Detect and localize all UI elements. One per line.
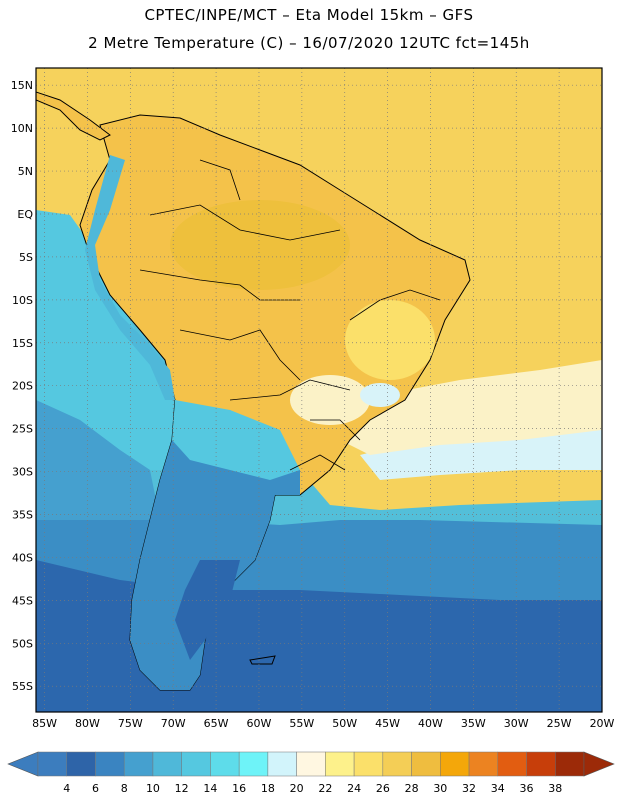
colorbar-tick-label: 30 bbox=[433, 782, 447, 795]
colorbar-tick-label: 26 bbox=[376, 782, 390, 795]
colorbar-box bbox=[411, 751, 441, 777]
lon-label: 75W bbox=[118, 717, 143, 730]
colorbar-box bbox=[555, 751, 585, 777]
lon-label: 45W bbox=[375, 717, 400, 730]
colorbar-tick-label: 32 bbox=[462, 782, 476, 795]
colorbar-tick-label: 10 bbox=[146, 782, 160, 795]
lon-label: 20W bbox=[590, 717, 615, 730]
colorbar-box bbox=[95, 751, 125, 777]
colorbar-arrow-right bbox=[583, 751, 615, 777]
map-frame bbox=[35, 67, 603, 713]
lat-label: 15N bbox=[11, 79, 33, 92]
colorbar-tick-label: 16 bbox=[232, 782, 246, 795]
colorbar-box bbox=[123, 751, 154, 777]
colorbar-tick-label: 24 bbox=[347, 782, 361, 795]
lon-label: 80W bbox=[75, 717, 100, 730]
colorbar-tick-label: 12 bbox=[175, 782, 189, 795]
lat-label: 20S bbox=[12, 380, 33, 393]
colorbar-tick-label: 4 bbox=[63, 782, 70, 795]
lon-label: 70W bbox=[161, 717, 186, 730]
lat-label: 55S bbox=[12, 680, 33, 693]
latitude-labels: 15N 10N 5N EQ 5S 10S 15S 20S 25S 30S 35S 40S 45S 50S 5… bbox=[11, 79, 34, 693]
lon-label: 65W bbox=[204, 717, 229, 730]
chart-title: CPTEC/INPE/MCT – Eta Model 15km – GFS bbox=[144, 6, 474, 24]
colorbar-box bbox=[353, 751, 384, 777]
lat-label: 5N bbox=[18, 165, 33, 178]
colorbar-tick-label: 8 bbox=[121, 782, 128, 795]
colorbar-box bbox=[497, 751, 527, 777]
lon-label: 55W bbox=[289, 717, 314, 730]
lon-label: 25W bbox=[547, 717, 572, 730]
colorbar-box bbox=[382, 751, 412, 777]
lat-label: 35S bbox=[12, 509, 33, 522]
lat-label: 30S bbox=[12, 466, 33, 479]
colorbar-arrow-left bbox=[7, 751, 39, 777]
colorbar-box bbox=[152, 751, 182, 777]
colorbar-tick-label: 6 bbox=[92, 782, 99, 795]
colorbar-box bbox=[181, 751, 211, 777]
lat-label: 15S bbox=[12, 337, 33, 350]
lat-label: 40S bbox=[12, 551, 33, 564]
colorbar bbox=[7, 751, 615, 777]
colorbar-box bbox=[468, 751, 499, 777]
colorbar-tick-label: 22 bbox=[318, 782, 332, 795]
longitude-labels: 85W 80W 75W 70W 65W 60W 55W 50W 45W 40W 35W 30W 25W 2… bbox=[32, 717, 614, 730]
lat-label: 10S bbox=[12, 294, 33, 307]
colorbar-box bbox=[267, 751, 297, 777]
colorbar-tick-label: 28 bbox=[405, 782, 419, 795]
lat-label: 10N bbox=[11, 122, 33, 135]
lat-label: 50S bbox=[12, 637, 33, 650]
lon-label: 30W bbox=[504, 717, 529, 730]
colorbar-box bbox=[440, 751, 470, 777]
colorbar-tick-label: 18 bbox=[261, 782, 275, 795]
lon-label: 35W bbox=[461, 717, 486, 730]
colorbar-box bbox=[66, 751, 96, 777]
lat-label: 45S bbox=[12, 594, 33, 607]
chart-subtitle: 2 Metre Temperature (C) – 16/07/2020 12U… bbox=[88, 34, 530, 52]
colorbar-labels: 4 6 8 10 12 14 16 18 20 22 24 26 28 30 32 34 36 38 bbox=[63, 782, 562, 795]
lon-label: 60W bbox=[247, 717, 272, 730]
colorbar-box bbox=[296, 751, 326, 777]
lat-label: EQ bbox=[17, 208, 33, 221]
colorbar-tick-label: 36 bbox=[520, 782, 534, 795]
lon-label: 50W bbox=[332, 717, 357, 730]
lat-label: 25S bbox=[12, 423, 33, 436]
colorbar-box bbox=[37, 751, 67, 777]
colorbar-tick-label: 14 bbox=[203, 782, 217, 795]
colorbar-box bbox=[210, 751, 240, 777]
map-field bbox=[36, 68, 602, 712]
colorbar-tick-label: 20 bbox=[290, 782, 304, 795]
colorbar-box bbox=[526, 751, 556, 777]
colorbar-tick-label: 34 bbox=[491, 782, 505, 795]
lon-label: 40W bbox=[418, 717, 443, 730]
lon-label: 85W bbox=[32, 717, 57, 730]
colorbar-tick-label: 38 bbox=[548, 782, 562, 795]
lat-label: 5S bbox=[19, 251, 33, 264]
colorbar-box bbox=[238, 751, 269, 777]
colorbar-box bbox=[325, 751, 355, 777]
